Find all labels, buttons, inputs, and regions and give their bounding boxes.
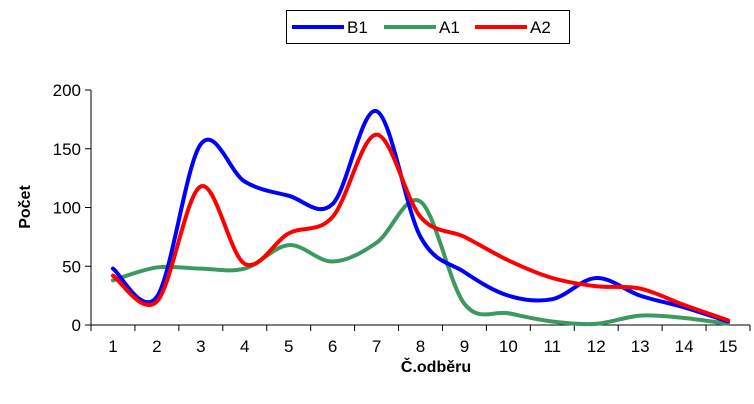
x-tick-label: 13 (631, 337, 650, 356)
x-tick-label: 9 (460, 337, 469, 356)
series-layer (110, 109, 731, 327)
y-tick-label: 100 (53, 199, 81, 218)
series-line-a2 (110, 132, 731, 323)
legend-label-a1: A1 (439, 18, 460, 37)
series-line-a1 (110, 198, 731, 327)
y-tick-label: 0 (72, 316, 81, 335)
y-tick-label: 50 (62, 257, 81, 276)
y-tick-label: 200 (53, 81, 81, 100)
series-line-b1 (110, 109, 731, 324)
x-tick-label: 5 (284, 337, 293, 356)
x-tick-label: 1 (108, 337, 117, 356)
chart-legend: B1 A1 A2 (286, 10, 570, 44)
x-axis-title: Č.odběru (401, 357, 471, 376)
x-axis-ticks: 1 2 3 4 5 6 7 8 9 10 11 12 13 14 15 (90, 325, 751, 356)
y-axis-title: Počet (17, 185, 34, 229)
x-tick-label: 14 (675, 337, 694, 356)
x-tick-label: 6 (328, 337, 337, 356)
y-tick-label: 150 (53, 140, 81, 159)
x-tick-label: 12 (587, 337, 606, 356)
x-tick-label: 4 (240, 337, 249, 356)
x-tick-label: 11 (543, 337, 561, 356)
x-tick-label: 2 (152, 337, 161, 356)
x-tick-label: 10 (499, 337, 518, 356)
legend-label-a2: A2 (530, 18, 551, 37)
x-tick-label: 8 (416, 337, 425, 356)
x-tick-label: 3 (196, 337, 205, 356)
legend-label-b1: B1 (347, 18, 368, 37)
y-axis-ticks: 0 50 100 150 200 (53, 81, 91, 335)
x-tick-label: 15 (719, 337, 738, 356)
x-tick-label: 7 (372, 337, 381, 356)
